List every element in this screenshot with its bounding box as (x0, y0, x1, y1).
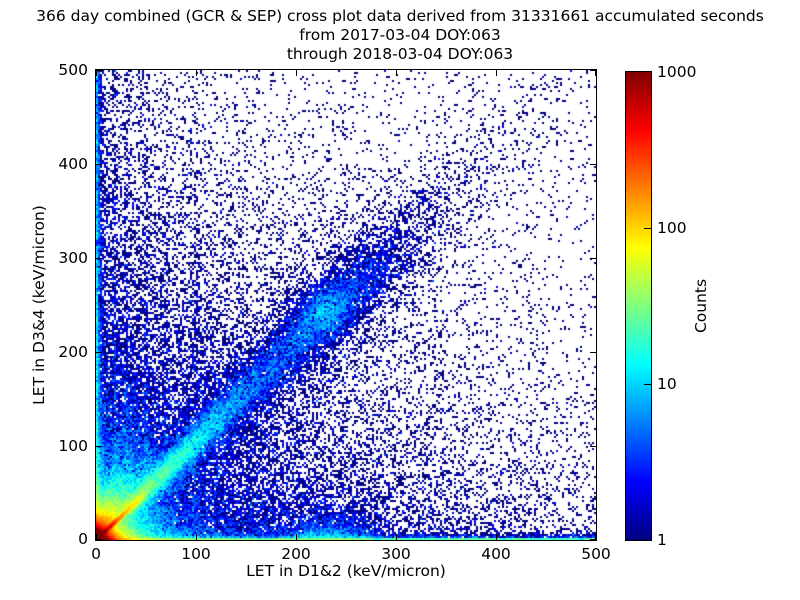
y-tick-mark (590, 446, 596, 447)
x-tick-mark (496, 70, 497, 76)
y-tick-mark (96, 258, 102, 259)
x-tick-label: 100 (181, 545, 211, 563)
y-tick-mark (590, 70, 596, 71)
y-tick-label: 500 (58, 61, 88, 79)
x-axis-label: LET in D1&2 (keV/micron) (246, 562, 446, 580)
x-tick-mark (96, 70, 97, 76)
colorbar-gradient (626, 72, 651, 540)
chart-title: 366 day combined (GCR & SEP) cross plot … (0, 7, 800, 64)
x-tick-mark (196, 534, 197, 540)
y-tick-label: 400 (58, 155, 88, 173)
x-tick-mark (96, 534, 97, 540)
y-tick-label: 100 (58, 437, 88, 455)
x-tick-mark (595, 534, 596, 540)
x-tick-label: 500 (581, 545, 611, 563)
y-tick-mark (96, 164, 102, 165)
chart-title-line-1: 366 day combined (GCR & SEP) cross plot … (36, 7, 764, 25)
x-tick-mark (196, 70, 197, 76)
y-tick-mark (96, 539, 102, 540)
x-tick-mark (296, 70, 297, 76)
y-tick-mark (590, 258, 596, 259)
chart-title-line-3: through 2018-03-04 DOY:063 (286, 45, 514, 63)
colorbar-tick-mark (644, 384, 651, 385)
y-tick-mark (590, 539, 596, 540)
heatmap-canvas (96, 70, 596, 540)
y-tick-mark (590, 164, 596, 165)
x-tick-label: 400 (481, 545, 511, 563)
x-tick-label: 200 (281, 545, 311, 563)
colorbar-tick-label: 100 (657, 219, 687, 237)
colorbar-label: Counts (692, 278, 710, 334)
x-tick-mark (396, 534, 397, 540)
y-tick-label: 200 (58, 343, 88, 361)
colorbar-tick-label: 10 (657, 375, 677, 393)
x-tick-mark (396, 70, 397, 76)
y-tick-label: 300 (58, 249, 88, 267)
colorbar-tick-label: 1000 (657, 63, 697, 81)
y-tick-mark (590, 352, 596, 353)
x-tick-label: 300 (381, 545, 411, 563)
y-tick-mark (96, 352, 102, 353)
y-tick-mark (96, 70, 102, 71)
x-tick-mark (296, 534, 297, 540)
y-axis-label: LET in D3&4 (keV/micron) (30, 205, 48, 405)
y-tick-label: 0 (78, 530, 88, 548)
chart-title-line-2: from 2017-03-04 DOY:063 (299, 26, 501, 44)
colorbar (625, 71, 652, 541)
y-tick-mark (96, 446, 102, 447)
colorbar-tick-label: 1 (657, 531, 667, 549)
x-tick-mark (595, 70, 596, 76)
plot-area (95, 69, 597, 541)
colorbar-tick-mark (644, 228, 651, 229)
x-tick-mark (496, 534, 497, 540)
x-tick-label: 0 (91, 545, 101, 563)
